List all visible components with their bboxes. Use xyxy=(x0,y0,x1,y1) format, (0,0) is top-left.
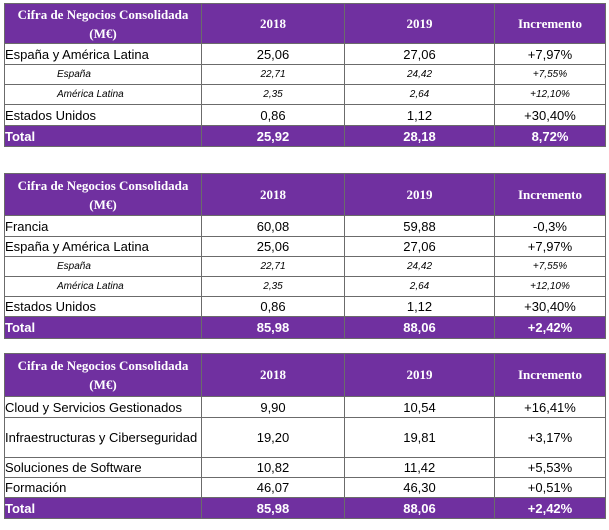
row-label: Formación xyxy=(4,477,202,498)
value-2018: 60,08 xyxy=(201,215,345,237)
row-label: Soluciones de Software xyxy=(4,457,202,478)
value-2018: 22,71 xyxy=(201,64,345,85)
row-label: España y América Latina xyxy=(4,43,202,65)
value-incremento: +12,10% xyxy=(494,276,606,297)
row-label: Infraestructuras y Ciberseguridad xyxy=(4,417,202,458)
total-label: Total xyxy=(4,125,202,147)
row-label: Cloud y Servicios Gestionados xyxy=(4,396,202,418)
value-2019: 24,42 xyxy=(344,256,495,277)
value-2018: 2,35 xyxy=(201,84,345,105)
header-2019: 2019 xyxy=(344,353,495,397)
total-2018: 25,92 xyxy=(201,125,345,147)
table-row: Formación 46,07 46,30 +0,51% xyxy=(4,477,606,498)
table-header-row: Cifra de Negocios Consolidada (M€) 2018 … xyxy=(4,173,606,216)
value-2018: 19,20 xyxy=(201,417,345,458)
revenue-table-by-business-line: Cifra de Negocios Consolidada (M€) 2018 … xyxy=(4,353,606,519)
table-subrow: España 22,71 24,42 +7,55% xyxy=(4,256,606,277)
value-2019: 1,12 xyxy=(344,104,495,126)
row-label: Estados Unidos xyxy=(4,296,202,317)
value-incremento: +7,97% xyxy=(494,236,606,257)
value-incremento: +30,40% xyxy=(494,296,606,317)
revenue-table-by-country: Cifra de Negocios Consolidada (M€) 2018 … xyxy=(4,173,606,339)
value-incremento: -0,3% xyxy=(494,215,606,237)
table-header-row: Cifra de Negocios Consolidada (M€) 2018 … xyxy=(4,353,606,397)
value-2018: 46,07 xyxy=(201,477,345,498)
table-row: Estados Unidos 0,86 1,12 +30,40% xyxy=(4,296,606,317)
table-row: España y América Latina 25,06 27,06 +7,9… xyxy=(4,43,606,65)
header-incremento: Incremento xyxy=(494,173,606,216)
header-2019: 2019 xyxy=(344,173,495,216)
value-2019: 27,06 xyxy=(344,236,495,257)
header-2018: 2018 xyxy=(201,173,345,216)
value-2019: 59,88 xyxy=(344,215,495,237)
total-incremento: 8,72% xyxy=(494,125,606,147)
value-2018: 25,06 xyxy=(201,43,345,65)
value-incremento: +7,97% xyxy=(494,43,606,65)
total-incremento: +2,42% xyxy=(494,316,606,339)
value-2018: 0,86 xyxy=(201,104,345,126)
total-row: Total 25,92 28,18 8,72% xyxy=(4,125,606,147)
table-subrow: América Latina 2,35 2,64 +12,10% xyxy=(4,84,606,105)
row-label: España y América Latina xyxy=(4,236,202,257)
value-2019: 19,81 xyxy=(344,417,495,458)
total-2019: 88,06 xyxy=(344,497,495,519)
value-incremento: +0,51% xyxy=(494,477,606,498)
table-row: Estados Unidos 0,86 1,12 +30,40% xyxy=(4,104,606,126)
value-incremento: +5,53% xyxy=(494,457,606,478)
total-2018: 85,98 xyxy=(201,316,345,339)
row-label: América Latina xyxy=(4,276,202,297)
table-header-row: Cifra de Negocios Consolidada (M€) 2018 … xyxy=(4,3,606,44)
row-label: Estados Unidos xyxy=(4,104,202,126)
header-2019: 2019 xyxy=(344,3,495,44)
value-incremento: +7,55% xyxy=(494,256,606,277)
value-2018: 2,35 xyxy=(201,276,345,297)
value-2018: 25,06 xyxy=(201,236,345,257)
value-2018: 22,71 xyxy=(201,256,345,277)
value-2019: 2,64 xyxy=(344,276,495,297)
value-2019: 11,42 xyxy=(344,457,495,478)
header-cifra-negocios: Cifra de Negocios Consolidada (M€) xyxy=(4,173,202,216)
value-2018: 10,82 xyxy=(201,457,345,478)
table-row: Francia 60,08 59,88 -0,3% xyxy=(4,215,606,237)
table-row: Soluciones de Software 10,82 11,42 +5,53… xyxy=(4,457,606,478)
row-label: Francia xyxy=(4,215,202,237)
total-label: Total xyxy=(4,316,202,339)
value-2018: 0,86 xyxy=(201,296,345,317)
revenue-table-by-region: Cifra de Negocios Consolidada (M€) 2018 … xyxy=(4,3,606,147)
row-label: España xyxy=(4,64,202,85)
row-label: América Latina xyxy=(4,84,202,105)
table-row: Infraestructuras y Ciberseguridad 19,20 … xyxy=(4,417,606,458)
header-2018: 2018 xyxy=(201,353,345,397)
value-2019: 46,30 xyxy=(344,477,495,498)
total-row: Total 85,98 88,06 +2,42% xyxy=(4,316,606,339)
value-incremento: +7,55% xyxy=(494,64,606,85)
total-2019: 88,06 xyxy=(344,316,495,339)
total-2018: 85,98 xyxy=(201,497,345,519)
header-2018: 2018 xyxy=(201,3,345,44)
value-incremento: +3,17% xyxy=(494,417,606,458)
value-incremento: +16,41% xyxy=(494,396,606,418)
header-incremento: Incremento xyxy=(494,3,606,44)
value-2018: 9,90 xyxy=(201,396,345,418)
total-incremento: +2,42% xyxy=(494,497,606,519)
value-2019: 27,06 xyxy=(344,43,495,65)
value-2019: 2,64 xyxy=(344,84,495,105)
value-2019: 24,42 xyxy=(344,64,495,85)
value-incremento: +12,10% xyxy=(494,84,606,105)
table-row: Cloud y Servicios Gestionados 9,90 10,54… xyxy=(4,396,606,418)
value-2019: 10,54 xyxy=(344,396,495,418)
value-incremento: +30,40% xyxy=(494,104,606,126)
total-row: Total 85,98 88,06 +2,42% xyxy=(4,497,606,519)
table-subrow: España 22,71 24,42 +7,55% xyxy=(4,64,606,85)
total-label: Total xyxy=(4,497,202,519)
row-label: España xyxy=(4,256,202,277)
value-2019: 1,12 xyxy=(344,296,495,317)
header-cifra-negocios: Cifra de Negocios Consolidada (M€) xyxy=(4,353,202,397)
table-row: España y América Latina 25,06 27,06 +7,9… xyxy=(4,236,606,257)
table-subrow: América Latina 2,35 2,64 +12,10% xyxy=(4,276,606,297)
total-2019: 28,18 xyxy=(344,125,495,147)
header-cifra-negocios: Cifra de Negocios Consolidada (M€) xyxy=(4,3,202,44)
header-incremento: Incremento xyxy=(494,353,606,397)
